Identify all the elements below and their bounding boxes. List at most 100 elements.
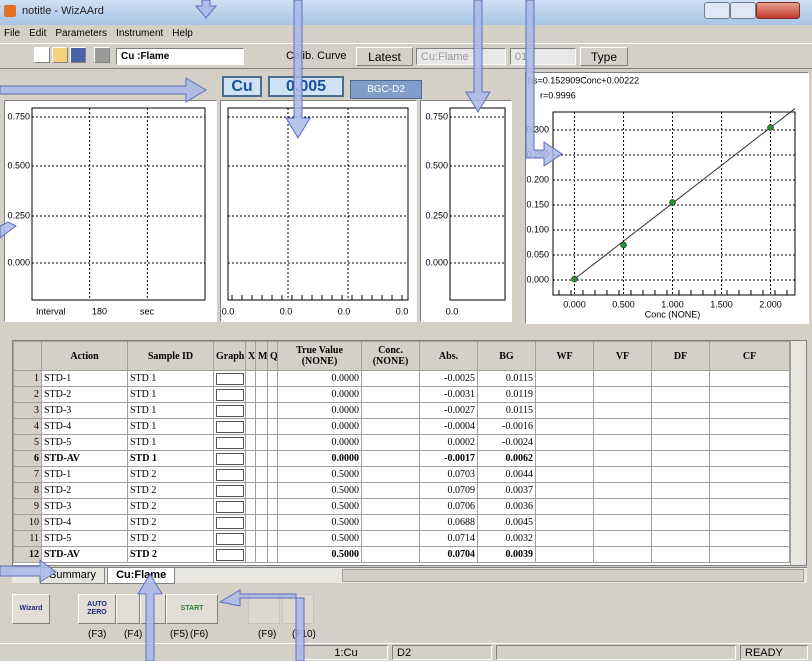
toolbar-button[interactable] xyxy=(116,594,140,624)
graph-checkbox[interactable] xyxy=(216,404,244,417)
table-cell: 0.0000 xyxy=(277,370,362,387)
table-cell xyxy=(361,450,420,467)
table-row[interactable]: 11 STD-5 STD 2 0.5000 0.0714 0.0032 xyxy=(13,530,790,547)
menu-item[interactable]: Help xyxy=(172,28,193,39)
table-row[interactable]: 8 STD-2 STD 2 0.5000 0.0709 0.0037 xyxy=(13,482,790,499)
graph-checkbox[interactable] xyxy=(216,516,244,529)
table-cell: STD-5 xyxy=(41,530,128,547)
table-cell xyxy=(593,450,652,467)
graph-checkbox[interactable] xyxy=(216,436,244,449)
table-cell xyxy=(245,514,256,531)
table-cell xyxy=(709,466,790,483)
function-key-label: (F5) xyxy=(170,629,189,640)
table-cell: 0.0045 xyxy=(477,514,536,531)
table-cell xyxy=(593,530,652,547)
header-row: Action Sample ID Graph X M Q True Value (NONE)… xyxy=(13,341,790,371)
table-cell xyxy=(535,434,594,451)
table-cell: STD 1 xyxy=(127,386,214,403)
menu-item[interactable]: Instrument xyxy=(116,28,164,39)
y-tick-label: 0.300 xyxy=(526,124,549,134)
open-icon[interactable] xyxy=(52,47,68,63)
graph-checkbox[interactable] xyxy=(216,452,244,465)
data-table: Action Sample ID Graph X M Q True Value (NONE)… xyxy=(13,341,790,563)
close-button[interactable] xyxy=(756,2,800,19)
x-tick-label: 0.0 xyxy=(280,306,293,316)
table-cell xyxy=(535,450,594,467)
tab[interactable]: Cu:Flame xyxy=(107,568,176,584)
table-cell xyxy=(267,466,278,483)
table-cell: 0.0002 xyxy=(419,434,478,451)
toolbar-button[interactable] xyxy=(282,594,314,624)
type-button[interactable]: Type xyxy=(580,47,628,66)
table-cell: 0.0044 xyxy=(477,466,536,483)
table-cell xyxy=(651,466,710,483)
toolbar-button[interactable]: Wizard xyxy=(12,594,50,624)
new-icon[interactable] xyxy=(34,47,50,63)
method-combo[interactable]: Cu :Flame xyxy=(116,48,244,65)
table-cell: STD-4 xyxy=(41,514,128,531)
table-cell xyxy=(267,386,278,403)
table-cell xyxy=(709,498,790,515)
table-row[interactable]: 1 STD-1 STD 1 0.0000 -0.0025 0.0115 xyxy=(13,370,790,387)
table-cell xyxy=(709,386,790,403)
status-mode: D2 xyxy=(392,645,492,660)
menu-item[interactable]: File xyxy=(4,28,21,39)
table-cell: STD-AV xyxy=(41,450,128,467)
save-icon[interactable] xyxy=(70,47,86,63)
toolbar-button[interactable]: AUTO ZERO xyxy=(78,594,116,624)
graph-checkbox[interactable] xyxy=(216,500,244,513)
graph-checkbox[interactable] xyxy=(216,372,244,385)
graph-checkbox[interactable] xyxy=(216,388,244,401)
table-cell xyxy=(709,418,790,435)
latest-button[interactable]: Latest xyxy=(356,47,413,66)
table-row[interactable]: 5 STD-5 STD 1 0.0000 0.0002 -0.0024 xyxy=(13,434,790,451)
function-key-label: (F10) xyxy=(292,629,316,640)
table-cell: 0.0000 xyxy=(277,386,362,403)
table-cell xyxy=(535,418,594,435)
table-cell xyxy=(709,530,790,547)
tab-bar: Summary Cu:Flame xyxy=(12,567,807,584)
maximize-button[interactable] xyxy=(730,2,756,19)
table-cell: STD-1 xyxy=(41,466,128,483)
toolbar-button[interactable] xyxy=(140,594,166,624)
graph-checkbox[interactable] xyxy=(216,548,244,561)
table-cell xyxy=(593,402,652,419)
y-tick-label: 0.000 xyxy=(425,257,448,267)
graph-checkbox[interactable] xyxy=(216,468,244,481)
table-cell: STD 2 xyxy=(127,514,214,531)
table-row[interactable]: 10 STD-4 STD 2 0.5000 0.0688 0.0045 xyxy=(13,514,790,531)
graph-checkbox[interactable] xyxy=(216,420,244,433)
table-cell xyxy=(213,418,246,435)
table-cell: STD-5 xyxy=(41,434,128,451)
table-cell xyxy=(651,370,710,387)
row-number: 9 xyxy=(13,498,42,515)
table-row[interactable]: 6 STD-AV STD 1 0.0000 -0.0017 0.0062 xyxy=(13,450,790,467)
table-row[interactable]: 9 STD-3 STD 2 0.5000 0.0706 0.0036 xyxy=(13,498,790,515)
table-row[interactable]: 2 STD-2 STD 1 0.0000 -0.0031 0.0119 xyxy=(13,386,790,403)
table-row[interactable]: 3 STD-3 STD 1 0.0000 -0.0027 0.0115 xyxy=(13,402,790,419)
menu-item[interactable]: Parameters xyxy=(55,28,108,39)
table-cell xyxy=(213,482,246,499)
minimize-button[interactable] xyxy=(704,2,730,19)
x-label: Conc (NONE) xyxy=(645,309,701,319)
horizontal-scrollbar[interactable] xyxy=(342,569,804,582)
menu-item[interactable]: Edit xyxy=(29,28,47,39)
print-icon[interactable] xyxy=(94,47,110,63)
plot-area xyxy=(449,107,506,301)
scrollbar[interactable] xyxy=(790,341,806,565)
table-row[interactable]: 12 STD-AV STD 2 0.5000 0.0704 0.0039 xyxy=(13,546,790,563)
toolbar-button[interactable] xyxy=(248,594,280,624)
graph-checkbox[interactable] xyxy=(216,484,244,497)
x-tick-label: 0.0 xyxy=(338,306,351,316)
graph-checkbox[interactable] xyxy=(216,532,244,545)
table-cell: 0.0000 xyxy=(277,418,362,435)
table-cell: STD 2 xyxy=(127,546,214,563)
row-number: 1 xyxy=(13,370,42,387)
table-row[interactable]: 4 STD-4 STD 1 0.0000 -0.0004 -0.0016 xyxy=(13,418,790,435)
equation: bs=0.152909Conc+0.00222 xyxy=(528,75,639,85)
toolbar-button[interactable]: START xyxy=(166,594,218,624)
table-cell xyxy=(267,530,278,547)
column-header: X xyxy=(245,341,256,371)
table-row[interactable]: 7 STD-1 STD 2 0.5000 0.0703 0.0044 xyxy=(13,466,790,483)
tab[interactable]: Summary xyxy=(40,568,106,584)
